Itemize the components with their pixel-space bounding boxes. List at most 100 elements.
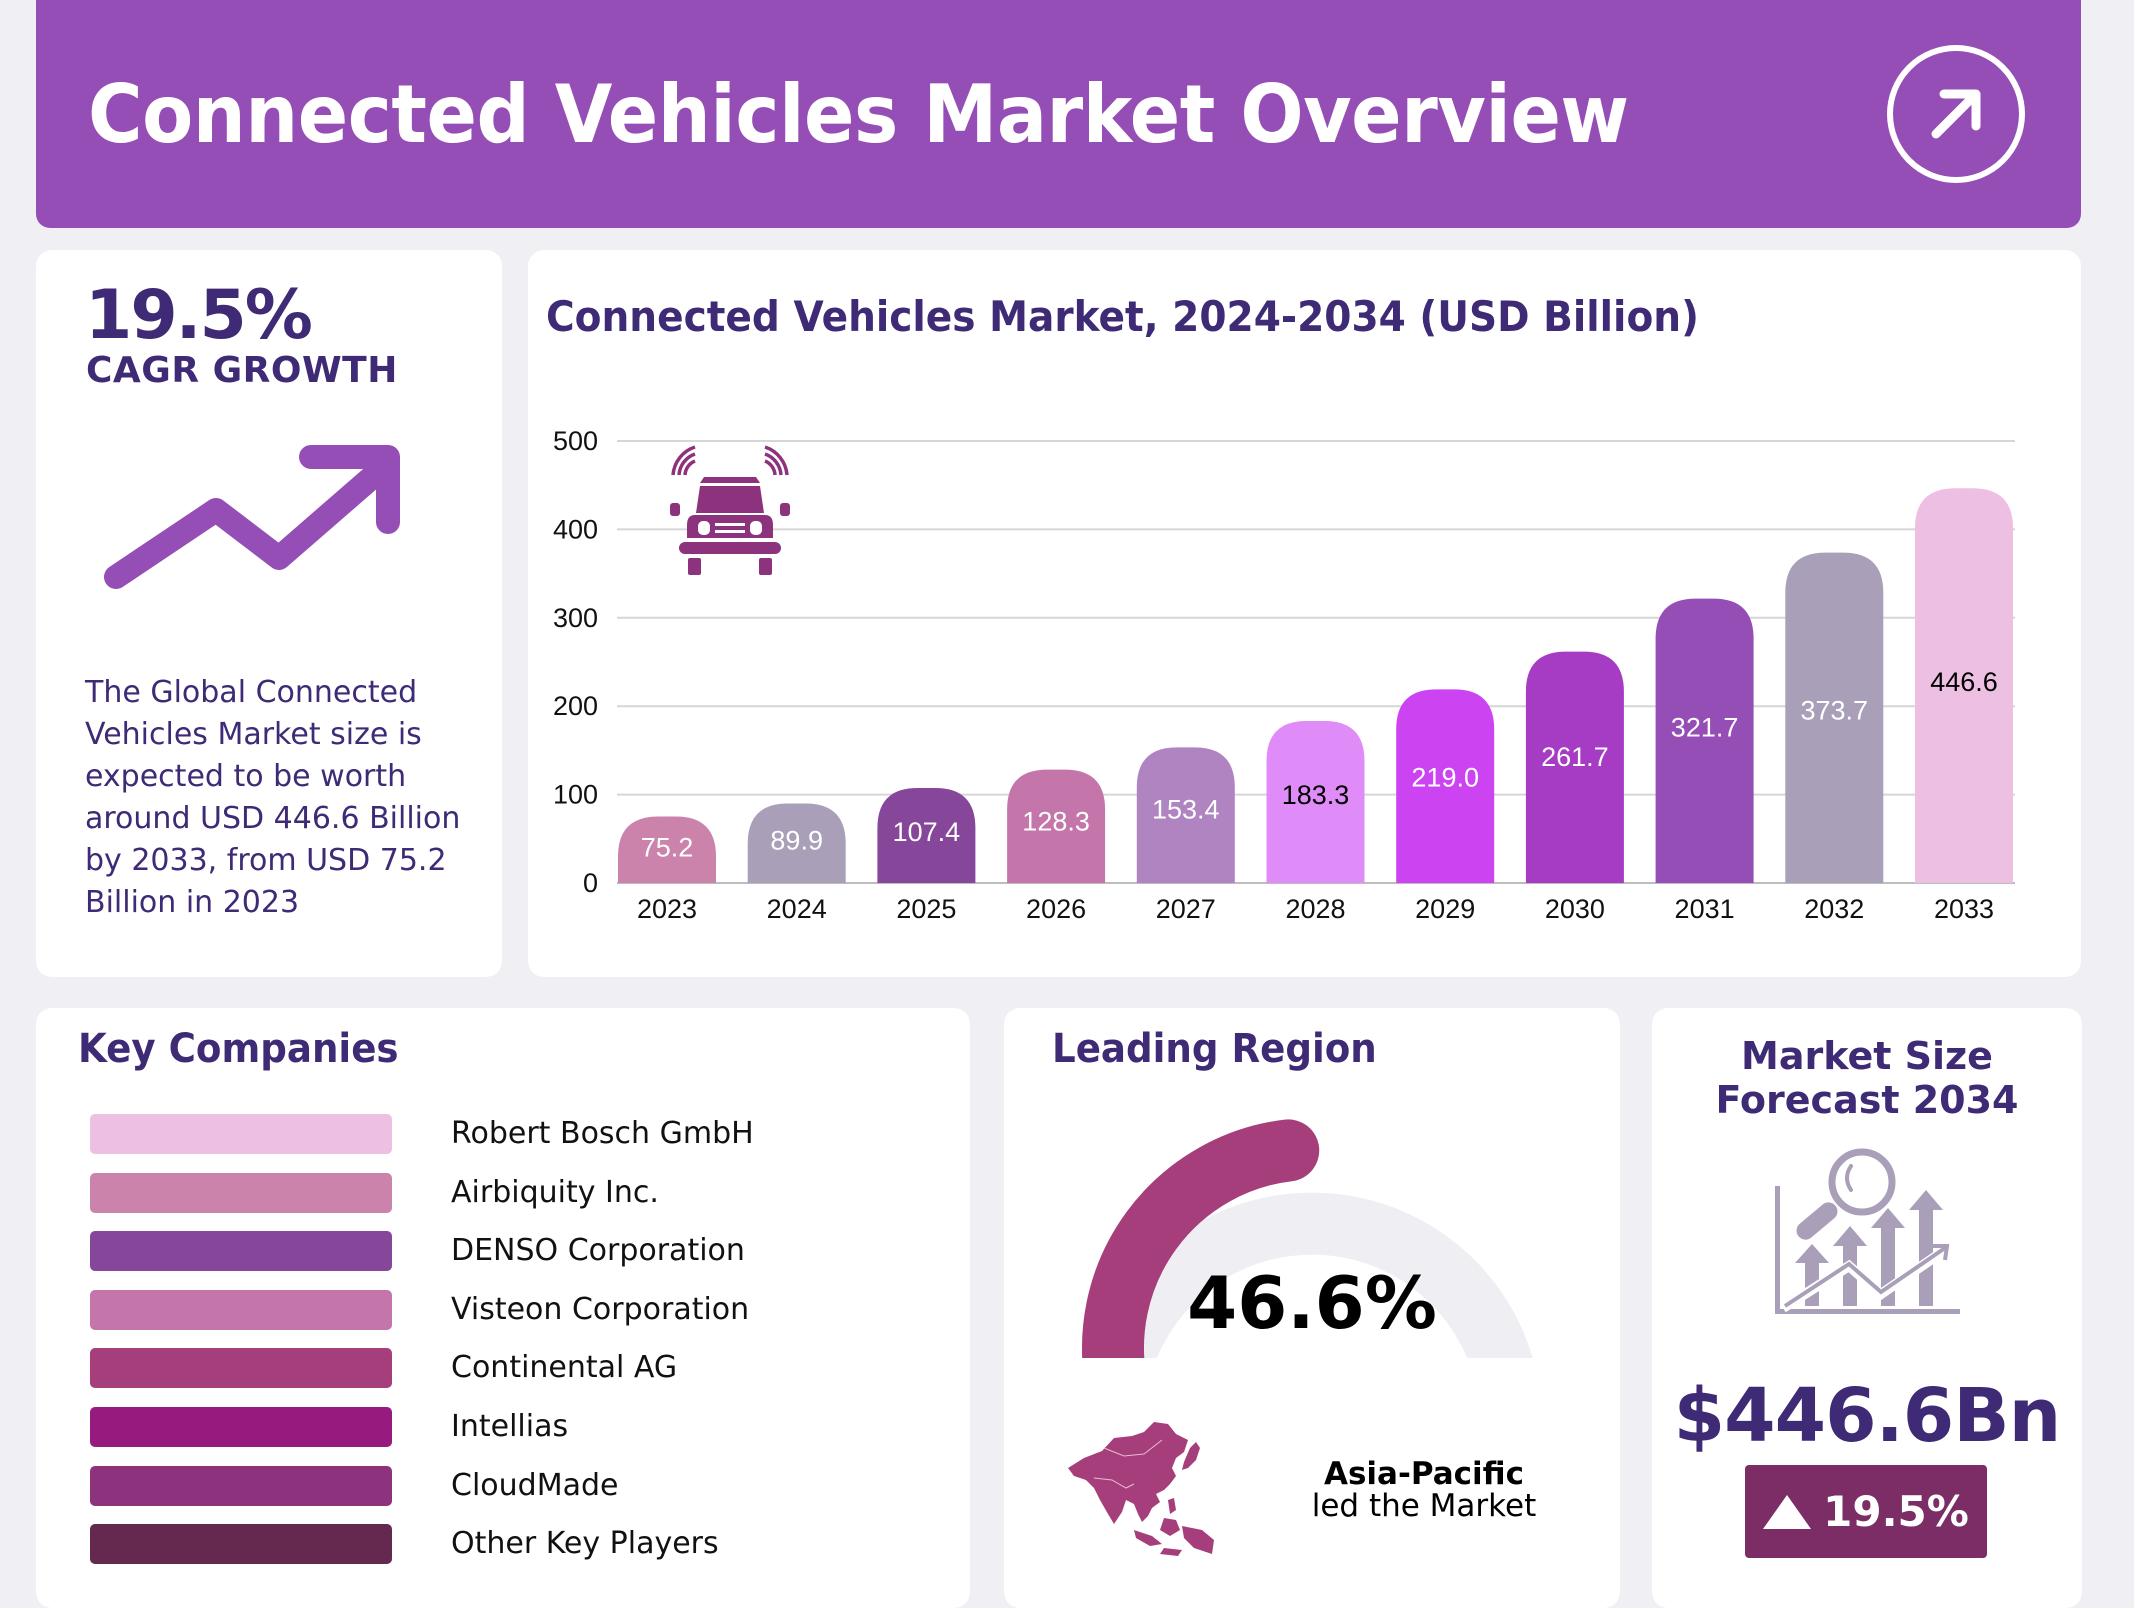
bar-2031 (1655, 598, 1754, 883)
bar-2030 (1525, 651, 1624, 883)
x-tick-label: 2027 (1156, 894, 1216, 924)
forecast-title: Market Size Forecast 2034 (1652, 1034, 2082, 1122)
company-item: Other Key Players (90, 1524, 890, 1565)
bar-2024 (747, 803, 846, 883)
bar-value-label: 75.2 (641, 832, 694, 862)
company-color-swatch (90, 1524, 392, 1565)
chart-title: Connected Vehicles Market, 2024-2034 (US… (546, 292, 1699, 341)
bars (618, 488, 2013, 883)
bar-2033 (1915, 488, 2013, 883)
description-line: Vehicles Market size is (85, 717, 422, 752)
bar-2028 (1266, 720, 1365, 883)
x-tick-label: 2028 (1285, 894, 1345, 924)
company-name: Continental AG (451, 1350, 678, 1386)
company-name: Intellias (451, 1409, 569, 1444)
cagr-label: CAGR GROWTH (86, 350, 398, 391)
company-color-swatch (90, 1172, 392, 1213)
company-name: DENSO Corporation (451, 1233, 745, 1269)
x-axis-ticks: 2023 2024 2025 2026 2027 2028 2029 2030 2031 2032… (637, 894, 1994, 924)
company-color-swatch (90, 1231, 392, 1272)
company-color-swatch (90, 1465, 392, 1506)
x-tick-label: 2031 (1675, 894, 1735, 924)
bar-value-label: 446.6 (1930, 667, 1998, 697)
bar-value-label: 128.3 (1022, 807, 1090, 837)
cagr-card: 19.5% CAGR GROWTH The Global Connected V… (36, 250, 502, 977)
x-tick-label: 2024 (767, 894, 827, 924)
header-banner: Connected Vehicles Market Overview (36, 0, 2081, 228)
forecast-card: Market Size Forecast 2034 $446.6Bn 19.5% (1652, 1008, 2082, 1608)
company-item: DENSO Corporation (90, 1231, 890, 1272)
company-color-swatch (90, 1114, 392, 1154)
bar-2032 (1785, 552, 1884, 883)
cagr-value: 19.5% (85, 276, 313, 355)
company-item: Visteon Corporation (90, 1289, 890, 1330)
y-tick-label: 400 (553, 514, 598, 544)
region-subtitle: led the Market (1311, 1488, 1537, 1524)
x-tick-label: 2025 (896, 894, 956, 924)
company-item: CloudMade (90, 1465, 890, 1506)
x-tick-label: 2033 (1934, 894, 1994, 924)
forecast-title-line: Market Size (1741, 1034, 1993, 1078)
company-name: Other Key Players (451, 1526, 719, 1562)
region-share-value: 46.6% (1187, 1261, 1437, 1345)
bar-value-label: 219.0 (1411, 763, 1479, 793)
y-tick-label: 0 (583, 868, 598, 898)
x-tick-label: 2026 (1026, 894, 1086, 924)
bar-2029 (1396, 689, 1495, 883)
x-tick-label: 2029 (1415, 894, 1475, 924)
description-line: Billion in 2023 (85, 885, 300, 920)
page-title: Connected Vehicles Market Overview (88, 68, 1629, 161)
description-line: The Global Connected (85, 675, 418, 710)
bar-value-label: 321.7 (1671, 713, 1739, 743)
company-color-swatch (90, 1348, 392, 1389)
bar-value-label: 107.4 (893, 817, 961, 847)
bar-chart: 0 100 200 300 400 500 75.2 89.9 107.4 128.3 153.4… (553, 426, 2015, 924)
bar-value-label: 261.7 (1541, 742, 1609, 772)
company-name: Airbiquity Inc. (451, 1174, 659, 1210)
y-tick-label: 100 (553, 780, 598, 810)
x-tick-label: 2032 (1804, 894, 1864, 924)
chart-magnifier-growth-icon (1775, 1148, 1960, 1314)
bar-labels: 75.2 89.9 107.4 128.3 153.4 183.3 219.0 261.7 32… (641, 667, 1998, 862)
forecast-title-line: Forecast 2034 (1715, 1078, 2019, 1122)
region-share-gauge (1082, 1119, 1533, 1358)
description-line: expected to be worth (85, 759, 407, 794)
y-tick-label: 300 (553, 603, 598, 633)
company-item: Robert Bosch GmbH (90, 1114, 890, 1154)
y-tick-label: 500 (553, 426, 598, 456)
y-tick-label: 200 (553, 691, 598, 721)
x-tick-label: 2023 (637, 894, 697, 924)
key-companies-card: Key Companies Robert Bosch GmbH Airbiquit… (36, 1008, 970, 1608)
company-color-swatch (90, 1407, 392, 1447)
connected-car-icon (670, 445, 790, 575)
forecast-value: $446.6Bn (1673, 1373, 2062, 1459)
arrow-up-right-circle-icon[interactable] (1884, 42, 2028, 186)
company-name: Visteon Corporation (451, 1291, 750, 1327)
bar-value-label: 183.3 (1282, 780, 1350, 810)
bar-value-label: 373.7 (1801, 696, 1869, 726)
bar-value-label: 89.9 (770, 825, 823, 855)
bar-2023 (618, 816, 716, 883)
description-line: around USD 446.6 Billion (85, 801, 461, 836)
company-name: Robert Bosch GmbH (451, 1116, 754, 1151)
company-color-swatch (90, 1289, 392, 1330)
leading-region-card: Leading Region 46.6% Asia-Pacific led th… (1004, 1008, 1620, 1608)
bar-2027 (1136, 747, 1235, 883)
bar-2025 (877, 788, 976, 883)
cagr-description: The Global Connected Vehicles Market siz… (85, 672, 485, 924)
x-tick-label: 2030 (1545, 894, 1605, 924)
asia-pacific-map-icon (1068, 1422, 1214, 1556)
company-item: Intellias (90, 1407, 890, 1447)
company-item: Airbiquity Inc. (90, 1172, 890, 1213)
growth-badge-value: 19.5% (1823, 1487, 1969, 1536)
key-companies-title: Key Companies (78, 1026, 399, 1072)
gridlines (617, 440, 2015, 884)
gauge-fill (1082, 1119, 1320, 1358)
bar-value-label: 153.4 (1152, 794, 1220, 824)
company-name: CloudMade (451, 1467, 619, 1503)
company-item: Continental AG (90, 1348, 890, 1389)
chart-card: Connected Vehicles Market, 2024-2034 (US… (528, 250, 2081, 977)
leading-region-title: Leading Region (1052, 1026, 1377, 1072)
triangle-up-icon (1763, 1494, 1812, 1529)
trending-up-arrow-icon (104, 445, 400, 589)
